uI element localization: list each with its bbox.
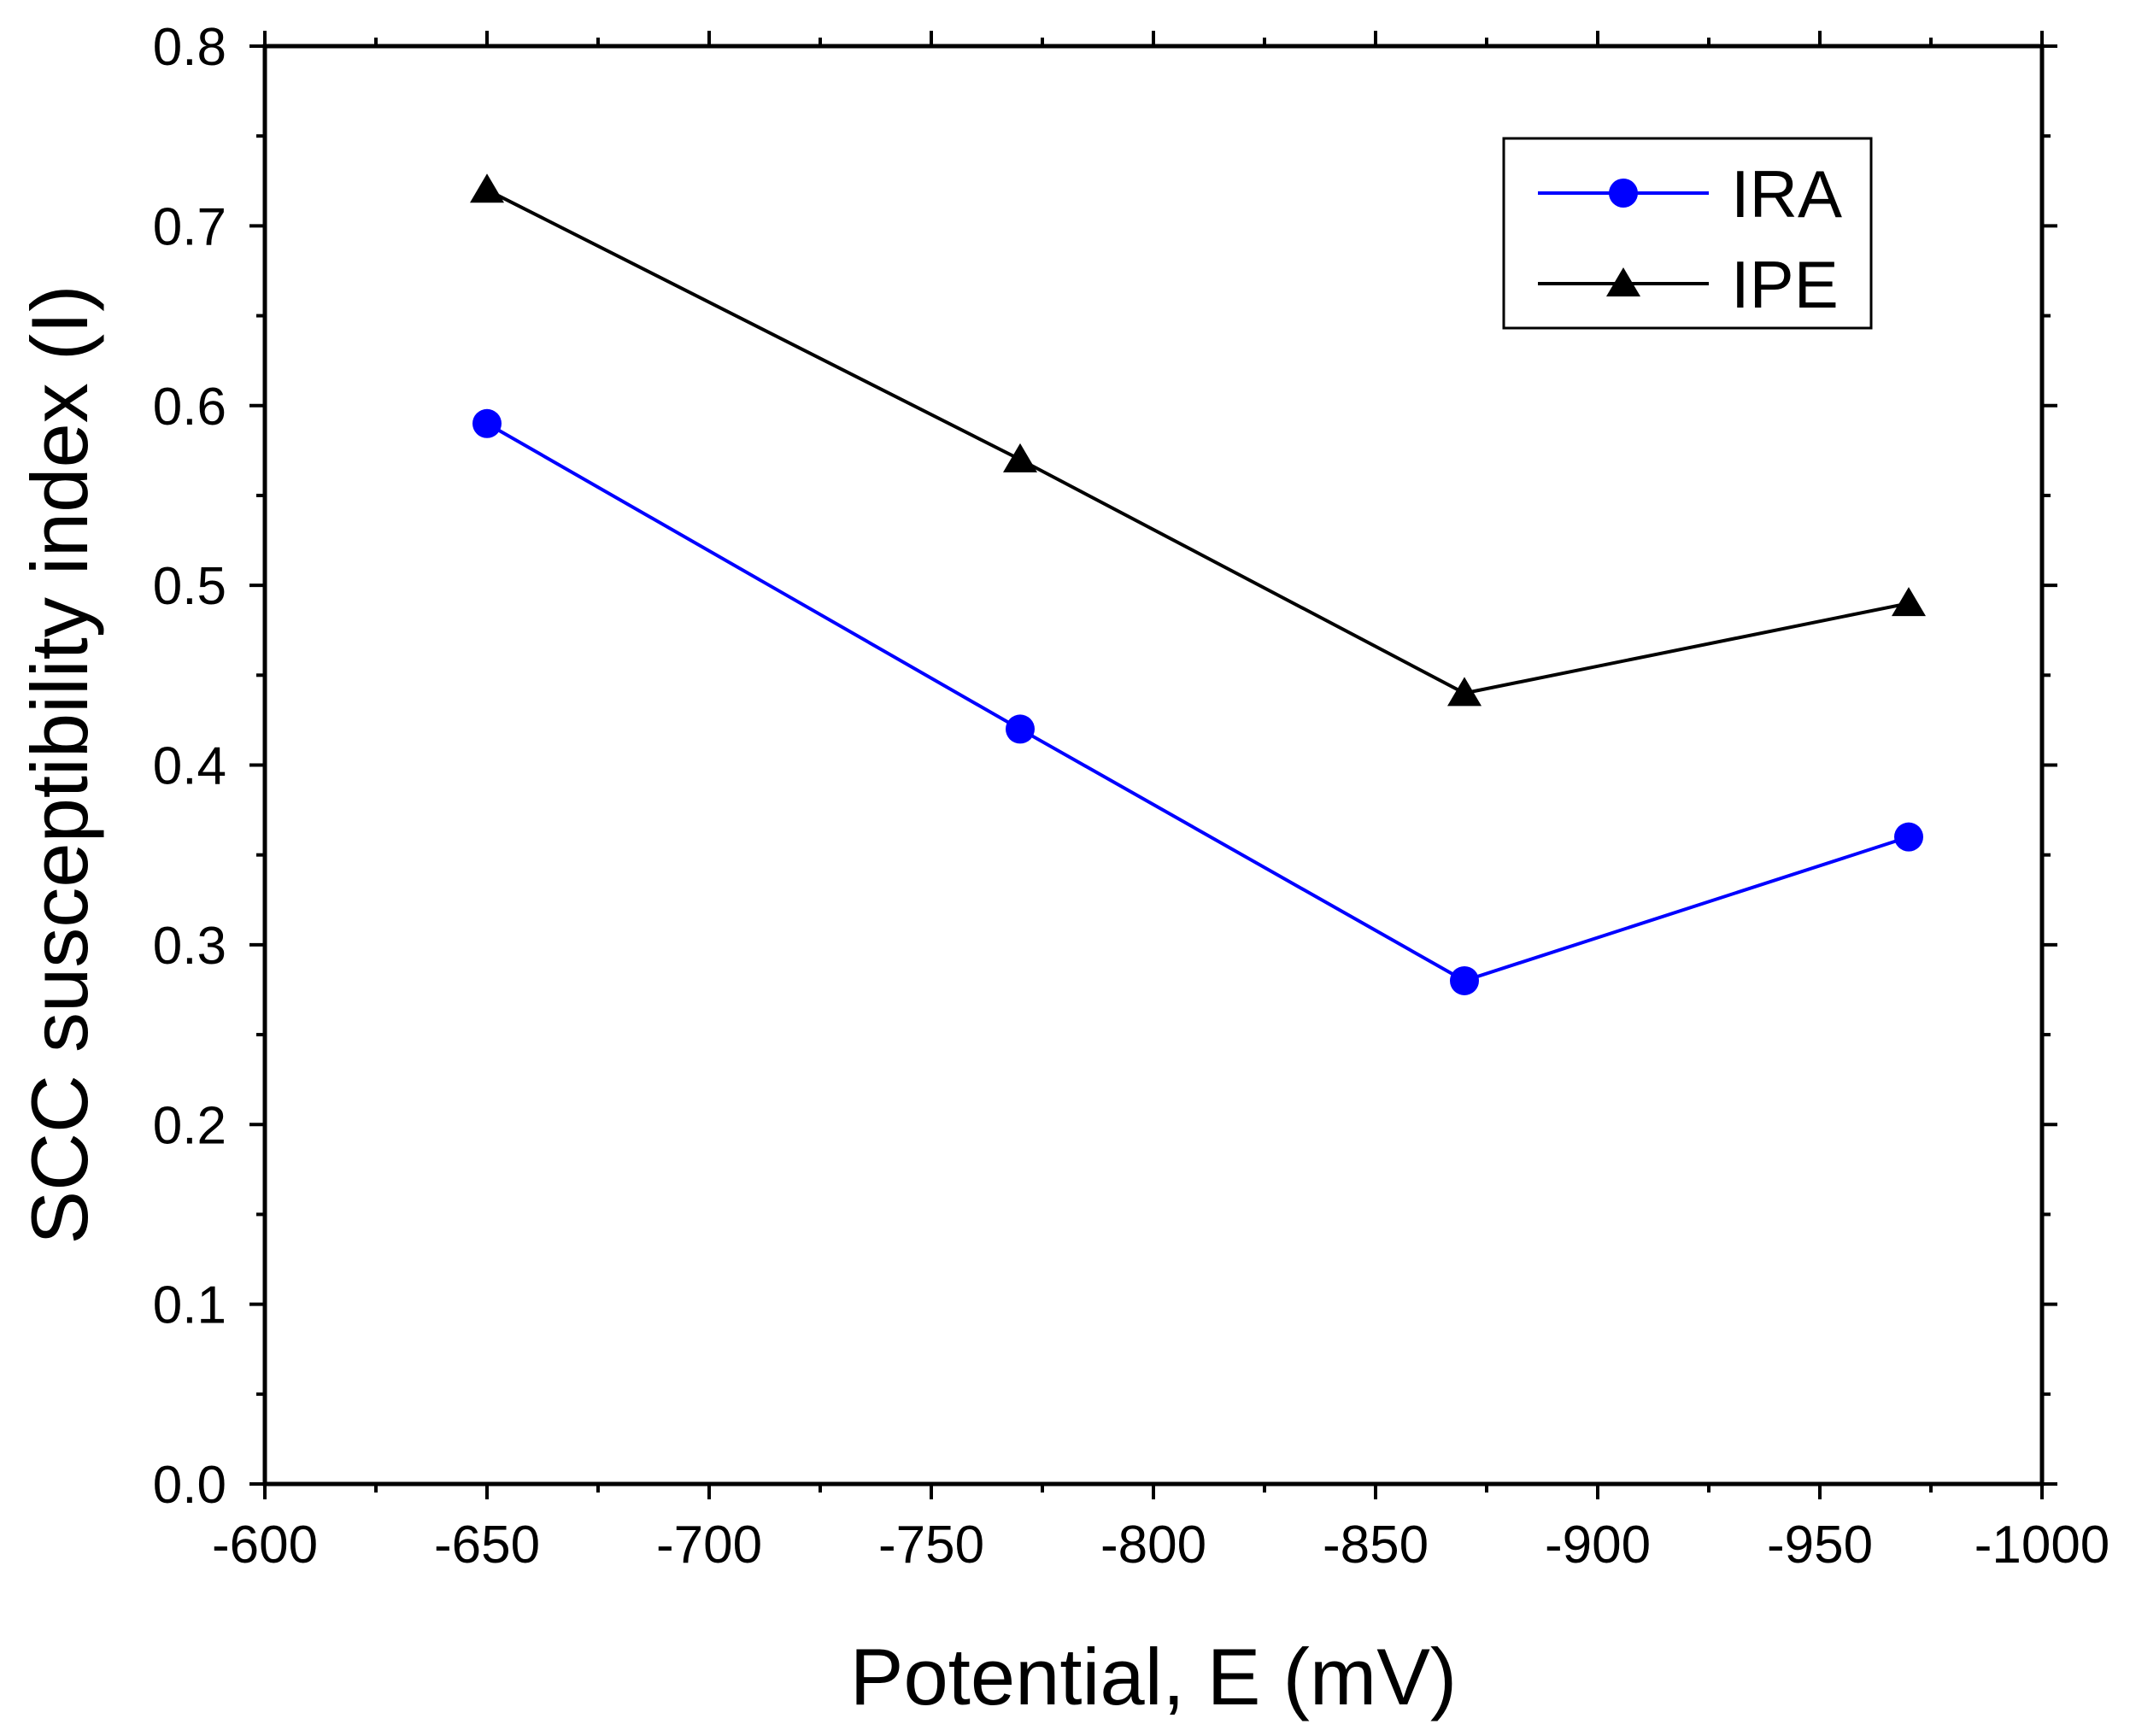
data-point-ira xyxy=(1006,714,1035,744)
data-point-ipe xyxy=(1447,677,1482,707)
x-tick-label: -600 xyxy=(212,1516,318,1575)
legend-ira-label: IRA xyxy=(1731,156,1842,232)
legend: IRA IPE xyxy=(1502,137,1873,330)
x-tick-label: -1000 xyxy=(1975,1516,2110,1575)
y-tick-label: 0.3 xyxy=(153,917,226,976)
legend-box xyxy=(1502,137,1873,330)
plot-frame xyxy=(262,44,2045,1487)
x-tick-label: -850 xyxy=(1323,1516,1429,1575)
x-tick-label: -700 xyxy=(656,1516,762,1575)
y-tick-label: 0.5 xyxy=(153,557,226,616)
x-axis-title: Potential, E (mV) xyxy=(850,1632,1457,1721)
y-axis-title: SCC susceptibility index (I) xyxy=(15,284,104,1244)
x-tick-label: -900 xyxy=(1545,1516,1651,1575)
data-point-ipe xyxy=(470,173,504,203)
y-tick-label: 0.4 xyxy=(153,737,226,796)
data-point-ipe xyxy=(1003,443,1037,472)
data-point-ira xyxy=(472,408,502,438)
y-tick-label: 0.8 xyxy=(153,18,226,77)
series-layer xyxy=(470,173,1926,995)
data-point-ipe xyxy=(1892,587,1926,617)
data-point-ira xyxy=(1450,965,1479,995)
legend-ipe-marker xyxy=(1606,267,1640,296)
y-tick-label: 0.0 xyxy=(153,1456,226,1515)
y-tick-label: 0.1 xyxy=(153,1276,226,1335)
x-tick-label: -750 xyxy=(878,1516,984,1575)
legend-ipe-label: IPE xyxy=(1731,247,1839,322)
legend-ira-marker xyxy=(1609,179,1638,208)
series-line-ira xyxy=(486,422,1910,983)
x-tick-label: -800 xyxy=(1100,1516,1206,1575)
y-tick-label: 0.7 xyxy=(153,197,226,256)
data-point-ira xyxy=(1894,822,1923,852)
y-tick-label: 0.2 xyxy=(153,1096,226,1155)
y-tick-label: 0.6 xyxy=(153,378,226,437)
x-tick-label: -950 xyxy=(1767,1516,1873,1575)
series-line-ipe xyxy=(486,188,1910,695)
x-tick-label: -650 xyxy=(434,1516,540,1575)
ticks-layer: -600 -650 -700 -750 -800 -850 -900 -950 -1000 0.0… xyxy=(153,18,2109,1575)
